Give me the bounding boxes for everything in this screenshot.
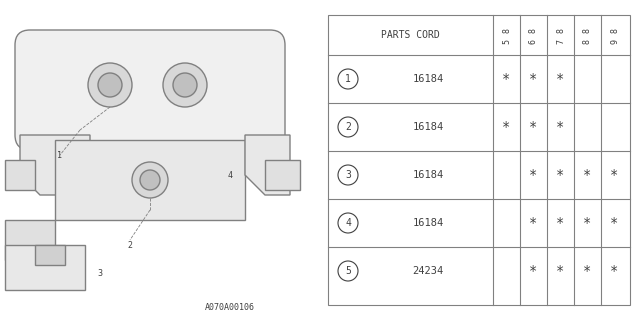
Polygon shape	[20, 135, 90, 195]
Circle shape	[132, 162, 168, 198]
Circle shape	[163, 63, 207, 107]
Circle shape	[140, 170, 160, 190]
Text: 8: 8	[556, 28, 565, 33]
Circle shape	[88, 63, 132, 107]
Text: *: *	[583, 264, 592, 278]
Text: 8: 8	[502, 28, 511, 33]
Text: 8: 8	[583, 28, 592, 33]
Text: 8: 8	[583, 38, 592, 44]
Text: 16184: 16184	[412, 218, 444, 228]
Text: *: *	[611, 264, 619, 278]
Text: 6: 6	[529, 38, 538, 44]
Text: *: *	[556, 168, 564, 182]
Circle shape	[173, 73, 197, 97]
Text: *: *	[611, 168, 619, 182]
Text: *: *	[529, 216, 538, 230]
Text: *: *	[556, 72, 564, 86]
Polygon shape	[5, 220, 55, 260]
Polygon shape	[265, 160, 300, 190]
Text: 9: 9	[610, 38, 619, 44]
Text: *: *	[583, 216, 592, 230]
Text: 4: 4	[227, 171, 232, 180]
Polygon shape	[5, 160, 35, 190]
Text: 3: 3	[345, 170, 351, 180]
Text: *: *	[556, 120, 564, 134]
Text: 7: 7	[556, 38, 565, 44]
Text: *: *	[529, 168, 538, 182]
Text: *: *	[529, 72, 538, 86]
Text: *: *	[556, 264, 564, 278]
Text: 2: 2	[345, 122, 351, 132]
Text: 16184: 16184	[412, 170, 444, 180]
FancyBboxPatch shape	[35, 245, 65, 265]
Text: 2: 2	[127, 241, 132, 250]
Text: 8: 8	[610, 28, 619, 33]
Text: *: *	[502, 120, 511, 134]
Text: *: *	[502, 72, 511, 86]
FancyBboxPatch shape	[15, 30, 285, 150]
Text: 8: 8	[529, 28, 538, 33]
Text: 24234: 24234	[412, 266, 444, 276]
Text: PARTS CORD: PARTS CORD	[381, 30, 440, 40]
Text: 16184: 16184	[412, 122, 444, 132]
Text: 5: 5	[502, 38, 511, 44]
Polygon shape	[245, 135, 290, 195]
Text: A070A00106: A070A00106	[205, 303, 255, 312]
Text: 16184: 16184	[412, 74, 444, 84]
Text: *: *	[556, 216, 564, 230]
Text: 5: 5	[345, 266, 351, 276]
Text: 1: 1	[345, 74, 351, 84]
FancyBboxPatch shape	[5, 245, 85, 290]
Text: *: *	[583, 168, 592, 182]
Bar	[328, 15, 630, 305]
Text: 3: 3	[97, 268, 102, 277]
Text: *: *	[529, 120, 538, 134]
Text: 1: 1	[58, 150, 63, 159]
Text: *: *	[529, 264, 538, 278]
FancyBboxPatch shape	[55, 140, 245, 220]
Text: *: *	[611, 216, 619, 230]
Text: 4: 4	[345, 218, 351, 228]
Circle shape	[98, 73, 122, 97]
